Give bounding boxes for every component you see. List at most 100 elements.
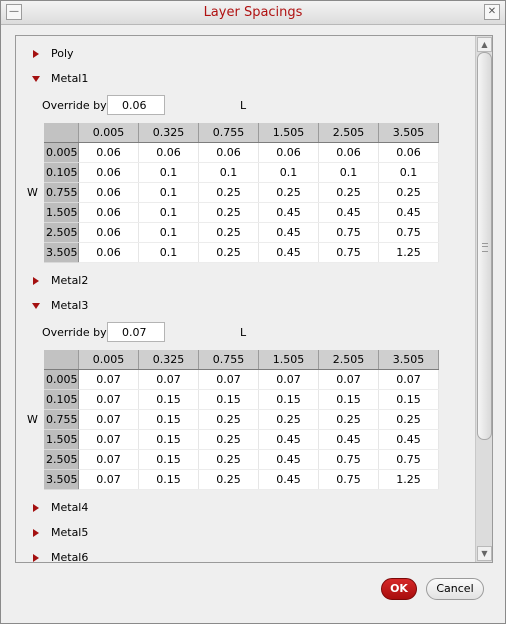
section-metal5[interactable]: Metal5 [16,523,446,543]
table-cell[interactable]: 0.75 [378,449,439,470]
table-cell[interactable]: 0.07 [78,369,139,390]
table-cell[interactable]: 0.06 [378,142,439,163]
table-cell[interactable]: 0.25 [198,182,259,203]
close-button[interactable]: ✕ [484,4,500,20]
collapse-triangle-icon[interactable] [32,76,40,82]
expand-triangle-icon[interactable] [33,529,39,537]
table-cell[interactable]: 0.75 [318,242,379,263]
table-cell[interactable]: 0.15 [258,389,319,410]
table-cell[interactable]: 0.06 [78,142,139,163]
section-metal2[interactable]: Metal2 [16,271,446,291]
table-cell[interactable]: 0.45 [258,449,319,470]
table-cell[interactable]: 0.1 [138,202,199,223]
ok-button[interactable]: OK [381,578,417,600]
table-cell[interactable]: 0.25 [198,409,259,430]
table-cell[interactable]: 0.06 [78,242,139,263]
table-cell[interactable]: 0.06 [138,142,199,163]
table-cell[interactable]: 0.15 [318,389,379,410]
table-cell[interactable]: 0.25 [198,429,259,450]
table-cell[interactable]: 0.07 [78,409,139,430]
table-cell[interactable]: 0.07 [78,469,139,490]
table-cell[interactable]: 0.15 [138,429,199,450]
expand-triangle-icon[interactable] [33,50,39,58]
table-cell[interactable]: 0.45 [318,429,379,450]
expand-triangle-icon[interactable] [33,277,39,285]
scroll-down-arrow-icon[interactable]: ▼ [477,546,492,561]
table-cell[interactable]: 0.25 [378,409,439,430]
table-cell[interactable]: 0.25 [258,409,319,430]
override-input-metal1[interactable] [107,95,165,115]
table-cell[interactable]: 0.45 [258,222,319,243]
table-cell[interactable]: 0.15 [138,389,199,410]
table-cell[interactable]: 0.1 [378,162,439,183]
table-cell[interactable]: 0.15 [378,389,439,410]
table-cell[interactable]: 0.25 [198,242,259,263]
table-cell[interactable]: 0.15 [138,409,199,430]
table-cell[interactable]: 0.07 [258,369,319,390]
collapse-triangle-icon[interactable] [32,303,40,309]
table-cell[interactable]: 0.25 [198,469,259,490]
table-cell[interactable]: 0.25 [198,202,259,223]
table-cell[interactable]: 0.25 [258,182,319,203]
table-cell[interactable]: 0.45 [318,202,379,223]
expand-triangle-icon[interactable] [33,504,39,512]
table-cell[interactable]: 0.25 [198,449,259,470]
table-cell[interactable]: 0.25 [318,182,379,203]
table-cell[interactable]: 0.75 [318,222,379,243]
table-cell[interactable]: 1.25 [378,469,439,490]
section-metal3[interactable]: Metal3 [16,296,446,316]
table-cell[interactable]: 0.75 [378,222,439,243]
table-cell[interactable]: 0.45 [258,202,319,223]
table-cell[interactable]: 0.07 [78,389,139,410]
scroll-up-arrow-icon[interactable]: ▲ [477,37,492,52]
table-cell[interactable]: 0.75 [318,469,379,490]
section-poly[interactable]: Poly [16,44,446,64]
section-metal1[interactable]: Metal1 [16,69,446,89]
table-cell[interactable]: 0.06 [198,142,259,163]
column-header: 0.755 [198,123,259,143]
table-cell[interactable]: 0.1 [138,242,199,263]
table-cell[interactable]: 0.07 [318,369,379,390]
table-cell[interactable]: 0.45 [378,429,439,450]
table-cell[interactable]: 0.07 [198,369,259,390]
table-cell[interactable]: 0.45 [258,469,319,490]
vertical-scrollbar[interactable]: ▲ ▼ [475,36,492,562]
table-row: 3.505 0.07 0.15 0.25 0.45 0.75 1.25 [44,469,439,490]
table-cell[interactable]: 0.45 [258,429,319,450]
table-cell[interactable]: 0.75 [318,449,379,470]
grip-icon [482,243,488,252]
table-cell[interactable]: 0.15 [138,449,199,470]
table-cell[interactable]: 0.07 [378,369,439,390]
section-metal6[interactable]: Metal6 [16,548,446,562]
override-input-metal3[interactable] [107,322,165,342]
expand-triangle-icon[interactable] [33,554,39,562]
table-cell[interactable]: 0.25 [378,182,439,203]
table-cell[interactable]: 0.06 [78,182,139,203]
section-metal4[interactable]: Metal4 [16,498,446,518]
table-cell[interactable]: 0.06 [78,202,139,223]
table-cell[interactable]: 0.15 [198,389,259,410]
table-cell[interactable]: 1.25 [378,242,439,263]
table-cell[interactable]: 0.06 [78,222,139,243]
table-cell[interactable]: 0.07 [78,429,139,450]
table-cell[interactable]: 0.25 [318,409,379,430]
table-cell[interactable]: 0.1 [138,222,199,243]
table-cell[interactable]: 0.07 [138,369,199,390]
scrollbar-thumb[interactable] [477,52,492,440]
minimize-button[interactable]: — [6,4,22,20]
table-cell[interactable]: 0.1 [138,182,199,203]
cancel-button[interactable]: Cancel [426,578,484,600]
table-cell[interactable]: 0.25 [198,222,259,243]
table-cell[interactable]: 0.06 [78,162,139,183]
table-cell[interactable]: 0.1 [138,162,199,183]
table-cell[interactable]: 0.1 [318,162,379,183]
table-cell[interactable]: 0.15 [138,469,199,490]
table-cell[interactable]: 0.06 [258,142,319,163]
table-cell[interactable]: 0.07 [78,449,139,470]
table-cell[interactable]: 0.45 [378,202,439,223]
table-cell[interactable]: 0.1 [258,162,319,183]
table-cell[interactable]: 0.45 [258,242,319,263]
table-cell[interactable]: 0.06 [318,142,379,163]
table-cell[interactable]: 0.1 [198,162,259,183]
table-corner-cell [44,123,79,143]
